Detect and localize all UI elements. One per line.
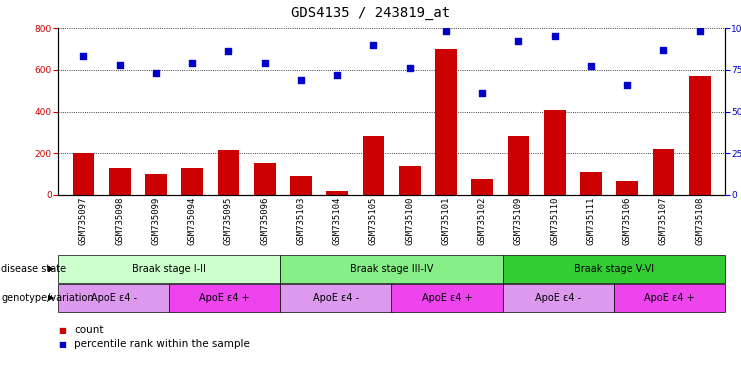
Text: Braak stage III-IV: Braak stage III-IV (350, 264, 433, 274)
Point (694, 28, 705, 35)
Point (259, 60, 270, 66)
Bar (580, 172, 602, 195)
Bar (544, 111, 565, 195)
Point (440, 28, 452, 35)
Point (295, 77, 307, 83)
Bar (253, 163, 276, 195)
Bar (399, 166, 420, 195)
Text: disease state: disease state (1, 264, 67, 274)
Text: ▶: ▶ (48, 293, 54, 303)
Point (113, 62, 125, 68)
Point (476, 90, 488, 96)
Text: Braak stage V-VI: Braak stage V-VI (574, 264, 654, 274)
Text: count: count (74, 325, 104, 335)
Text: ApoE ε4 +: ApoE ε4 + (644, 293, 695, 303)
Bar (435, 49, 456, 195)
Bar (73, 153, 94, 195)
Bar (218, 150, 239, 195)
Point (621, 82, 633, 88)
Bar (614, 284, 725, 312)
Text: ▶: ▶ (48, 265, 54, 273)
Text: percentile rank within the sample: percentile rank within the sample (74, 339, 250, 349)
Point (404, 65, 416, 71)
Text: ApoE ε4 -: ApoE ε4 - (535, 293, 581, 303)
Bar (280, 284, 391, 312)
Point (186, 60, 198, 66)
Text: genotype/variation: genotype/variation (1, 293, 94, 303)
Bar (391, 284, 502, 312)
Bar (502, 284, 614, 312)
Text: Braak stage I-II: Braak stage I-II (132, 264, 206, 274)
Text: GDS4135 / 243819_at: GDS4135 / 243819_at (291, 6, 450, 20)
Point (222, 48, 234, 55)
Point (657, 46, 669, 53)
Bar (326, 191, 348, 195)
Text: ■: ■ (58, 326, 66, 334)
Point (331, 72, 343, 78)
Text: ApoE ε4 +: ApoE ε4 + (422, 293, 473, 303)
Point (513, 38, 525, 45)
Point (548, 33, 560, 40)
Bar (58, 284, 169, 312)
Bar (280, 255, 502, 283)
Point (368, 41, 379, 48)
Bar (508, 136, 529, 195)
Point (78, 53, 90, 60)
Text: ApoE ε4 +: ApoE ε4 + (199, 293, 250, 303)
Bar (145, 174, 167, 195)
Bar (290, 176, 312, 195)
Bar (471, 179, 493, 195)
Bar (58, 255, 280, 283)
Point (150, 70, 162, 76)
Text: ApoE ε4 -: ApoE ε4 - (90, 293, 136, 303)
Bar (617, 181, 638, 195)
Bar (688, 76, 711, 195)
Bar (502, 255, 725, 283)
Text: ■: ■ (58, 339, 66, 349)
Bar (653, 149, 674, 195)
Bar (182, 168, 203, 195)
Bar (169, 284, 280, 312)
Bar (109, 168, 130, 195)
Text: ApoE ε4 -: ApoE ε4 - (313, 293, 359, 303)
Point (585, 63, 597, 70)
Bar (362, 136, 385, 195)
